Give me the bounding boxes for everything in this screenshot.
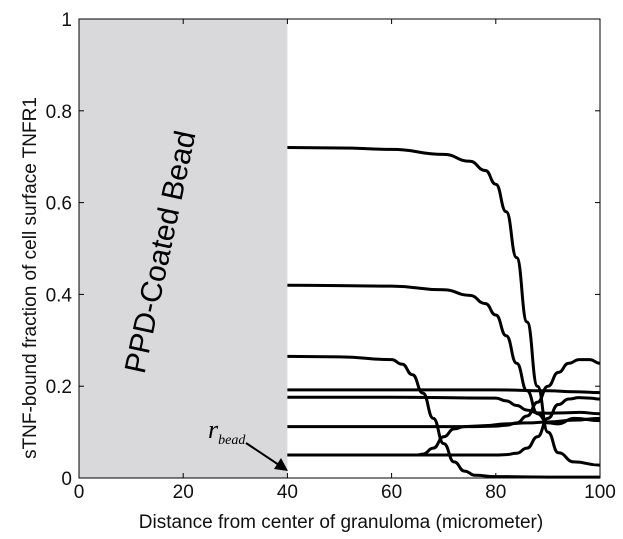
series-line-1	[287, 146, 601, 467]
bead-region	[79, 19, 288, 478]
y-tick-label: 0.8	[46, 102, 72, 123]
x-tick-label: 20	[173, 482, 194, 503]
rbead-symbol: r	[208, 415, 219, 444]
x-axis-label: Distance from center of granuloma (micro…	[139, 512, 543, 533]
y-tick-label: 0	[61, 469, 72, 490]
series-line-7	[287, 358, 601, 429]
y-tick-label: 0.6	[46, 194, 72, 215]
rbead-arrowhead	[274, 458, 288, 471]
ticks-group: 0 20 40 60 80 100 0 0.2 0.4 0.6 0.8 1	[46, 10, 616, 503]
y-tick-label: 0.4	[46, 285, 73, 306]
series-line-8	[287, 396, 601, 457]
svg-text:rbead: rbead	[208, 415, 246, 448]
series-line-3	[287, 354, 600, 479]
y-axis-label: sTNF-bound fraction of cell surface TNFR…	[20, 97, 41, 459]
x-tick-label: 100	[584, 482, 616, 503]
rbead-annotation: rbead	[208, 415, 288, 471]
rbead-arrow	[245, 442, 283, 468]
plot-frame	[78, 18, 601, 479]
x-tick-label: 60	[381, 482, 402, 503]
series-line-4	[287, 388, 601, 395]
rbead-subscript: bead	[218, 433, 246, 448]
series-line-2	[287, 283, 601, 426]
y-tick-label: 0.2	[46, 377, 72, 398]
series-line-5	[287, 395, 601, 416]
x-tick-label: 80	[485, 482, 506, 503]
x-tick-label: 0	[74, 482, 85, 503]
series-group	[287, 146, 601, 479]
y-tick-label: 1	[61, 10, 72, 31]
x-tick-label: 40	[277, 482, 298, 503]
